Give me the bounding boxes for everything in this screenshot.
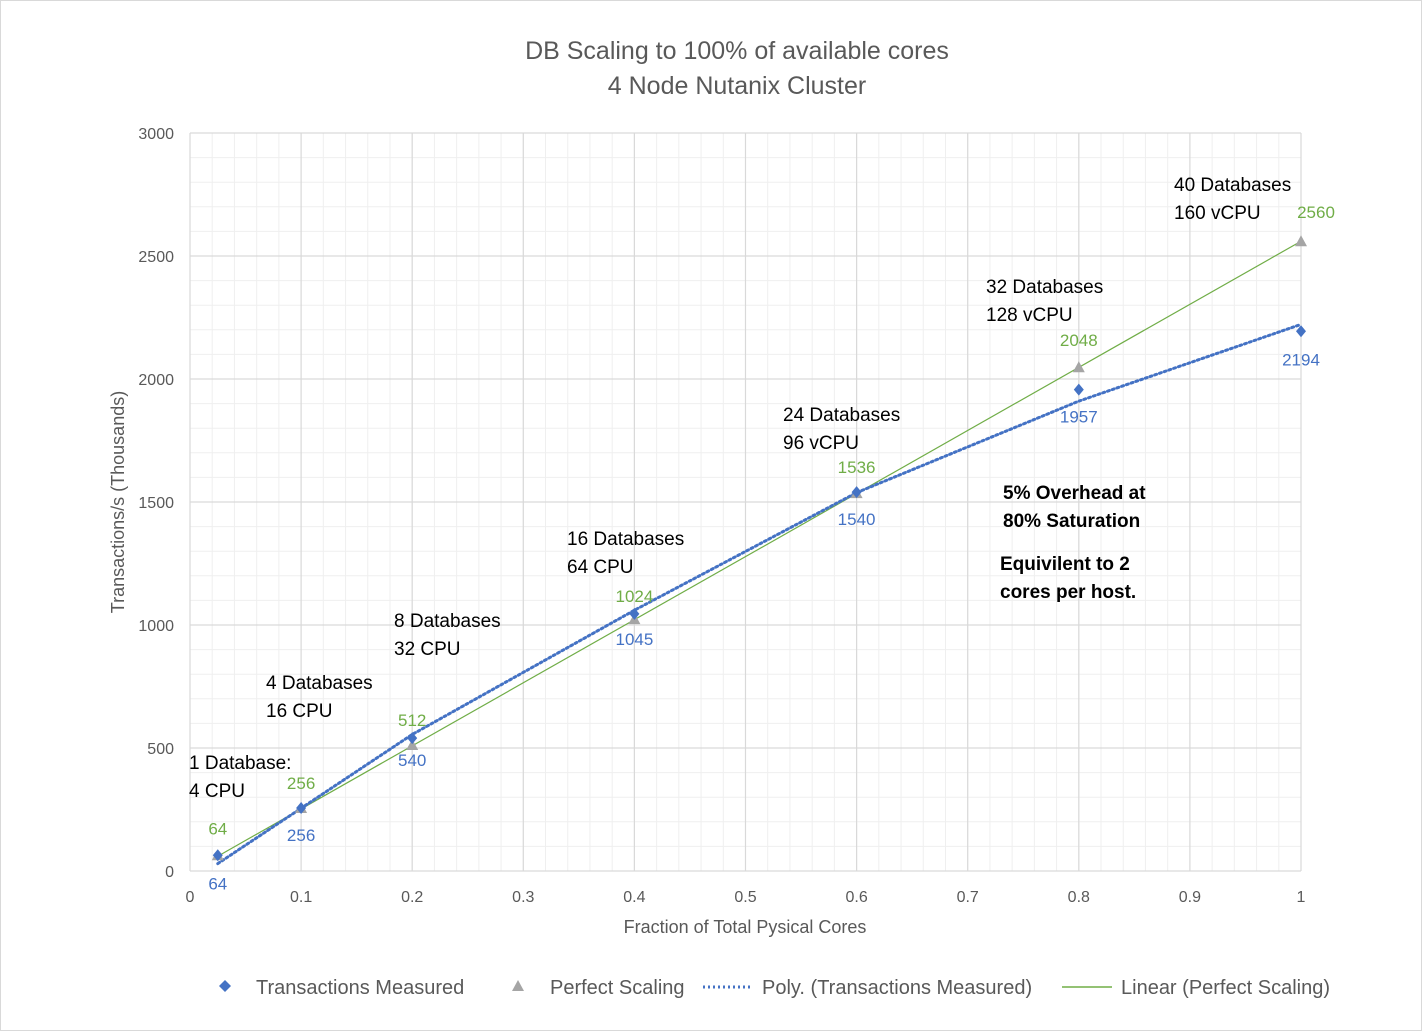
transactions-measured-point [1296,325,1306,338]
y-tick-label: 3000 [138,126,174,143]
annotation-line: 160 vCPU [1174,203,1261,224]
perfect-scaling-label: 2560 [1297,203,1335,222]
trendlines [216,240,1303,866]
perfect-scaling-label: 1536 [838,458,876,477]
x-axis-title: Fraction of Total Pysical Cores [624,917,867,937]
y-tick-label: 2500 [138,249,174,266]
annotation-line: 16 Databases [567,529,684,550]
x-tick-label: 0.1 [290,889,312,906]
y-tick-label: 500 [147,741,174,758]
perfect-scaling-label: 64 [208,819,227,838]
annotation-line: 80% Saturation [1003,511,1140,532]
data-markers [211,235,1307,862]
legend: Transactions Measured Perfect Scaling Po… [219,977,1330,999]
transactions-measured-label: 1540 [838,510,876,529]
annotation-line: 40 Databases [1174,175,1291,196]
x-tick-label: 1 [1297,889,1306,906]
x-tick-label: 0 [186,889,195,906]
y-tick-label: 0 [165,864,174,881]
legend-item-perfect-scaling: Perfect Scaling [512,977,685,999]
annotation-line: 32 Databases [986,277,1103,298]
legend-label: Poly. (Transactions Measured) [762,977,1032,999]
transactions-measured-label: 1957 [1060,408,1098,427]
annotation-line: 1 Database: [189,753,291,774]
annotation-line: 16 CPU [266,701,333,722]
legend-label: Transactions Measured [256,977,464,999]
annotation-line: 24 Databases [783,405,900,426]
legend-item-transactions-measured: Transactions Measured [219,977,464,999]
data-labels: 64 256 512 1024 1536 2048 2560 64 256 540 1045 1540… [208,203,1335,893]
annotation-line: 8 Databases [394,611,501,632]
legend-label: Linear (Perfect Scaling) [1121,977,1330,999]
perfect-scaling-point [1072,361,1085,373]
major-gridlines [189,132,1302,872]
x-tick-label: 0.8 [1068,889,1090,906]
poly-trendline [216,322,1303,866]
legend-diamond-marker [219,980,231,992]
x-tick-label: 0.5 [734,889,756,906]
y-tick-label: 1000 [138,618,174,635]
transactions-measured-label: 2194 [1282,350,1320,369]
annotation-line: 128 vCPU [986,305,1073,326]
x-tick-label: 0.7 [957,889,979,906]
y-tick-label: 1500 [138,495,174,512]
perfect-scaling-label: 512 [398,711,426,730]
x-tick-label: 0.3 [512,889,534,906]
annotation-line: 32 CPU [394,639,461,660]
annotation-line: 64 CPU [567,557,634,578]
transactions-measured-point [407,732,418,745]
linear-trendline [217,240,1302,857]
perfect-scaling-point [406,739,419,751]
transactions-measured-point [851,486,862,499]
transactions-measured-point [296,802,307,815]
annotation-line: Equivilent to 2 [1000,554,1130,575]
y-tick-label: 2000 [138,372,174,389]
chart-title: DB Scaling to 100% of available cores [525,37,949,65]
perfect-scaling-label: 1024 [615,587,653,606]
transactions-measured-label: 256 [287,826,315,845]
annotation-line: 4 CPU [189,781,245,802]
x-tick-label: 0.6 [845,889,867,906]
legend-item-poly-trendline: Poly. (Transactions Measured) [703,977,1032,999]
legend-item-linear-trendline: Linear (Perfect Scaling) [1062,977,1330,999]
chart-subtitle: 4 Node Nutanix Cluster [608,72,866,100]
transactions-measured-label: 64 [208,874,227,893]
perfect-scaling-label: 2048 [1060,331,1098,350]
x-tick-label: 0.2 [401,889,423,906]
transactions-measured-label: 540 [398,751,426,770]
legend-triangle-marker [512,980,524,991]
y-axis-title: Transactions/s (Thousands) [108,391,128,613]
perfect-scaling-label: 256 [287,774,315,793]
annotations: 1 Database: 4 CPU 4 Databases 16 CPU 8 Datab… [189,175,1291,802]
axis-ticks: 0 0.1 0.2 0.3 0.4 0.5 0.6 0.7 0.8 0.9 1 0 500 1000 150… [138,126,1305,906]
annotation-line: 96 vCPU [783,433,859,454]
perfect-scaling-point [1295,235,1307,247]
annotation-line: 5% Overhead at [1003,483,1146,504]
transactions-measured-label: 1045 [615,630,653,649]
x-tick-label: 0.4 [623,889,645,906]
transactions-measured-point [212,849,223,862]
transactions-measured-point [1073,383,1084,396]
x-tick-label: 0.9 [1179,889,1201,906]
legend-label: Perfect Scaling [550,977,685,999]
annotation-line: 4 Databases [266,673,373,694]
transactions-measured-point [629,607,640,620]
annotation-line: cores per host. [1000,582,1136,603]
